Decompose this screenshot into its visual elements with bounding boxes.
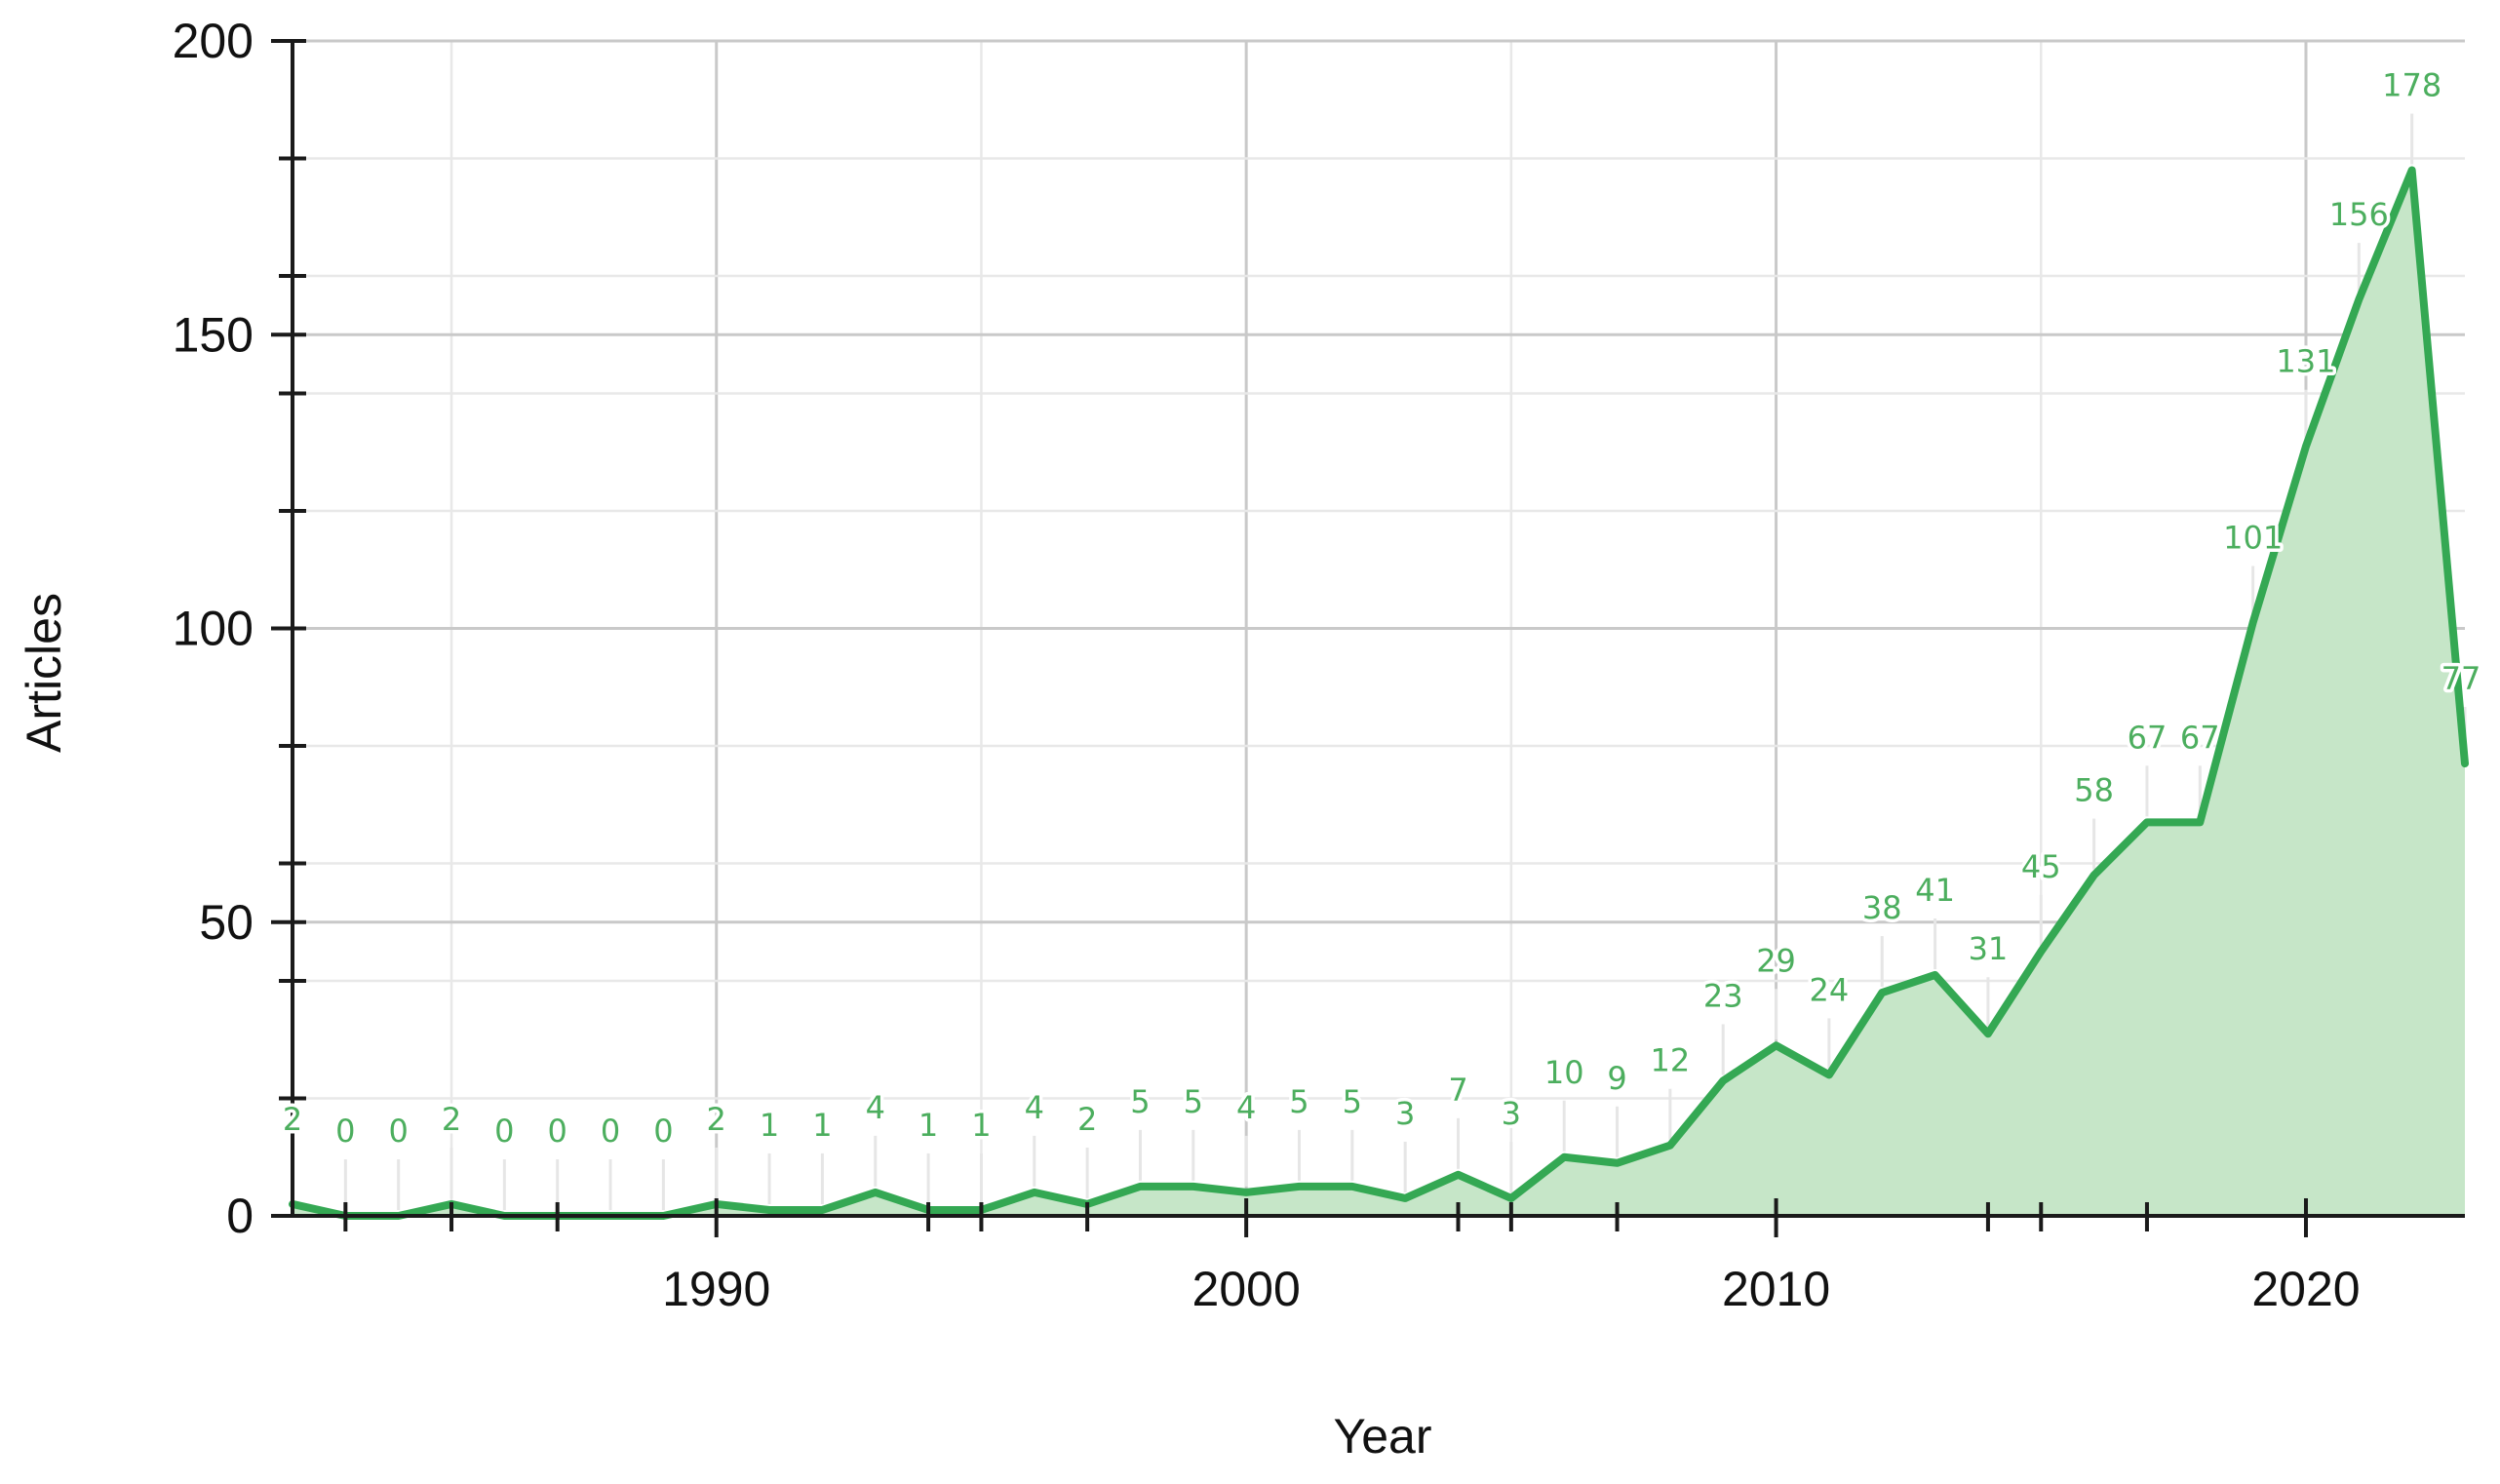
data-label: 0 <box>653 1113 673 1150</box>
data-label: 101 <box>2223 519 2283 556</box>
data-label: 1 <box>971 1107 991 1144</box>
x-tick-label: 2020 <box>2251 1262 2360 1316</box>
data-label: 0 <box>389 1113 409 1150</box>
x-tick-label: 1990 <box>662 1262 770 1316</box>
data-label: 2 <box>283 1101 302 1138</box>
y-tick-label: 50 <box>199 895 254 950</box>
series-area <box>293 170 2465 1216</box>
data-label: 2 <box>442 1101 461 1138</box>
data-label: 10 <box>1544 1054 1584 1091</box>
data-label: 24 <box>1810 971 1850 1008</box>
x-axis-title: Year <box>1333 1409 1431 1464</box>
data-label: 178 <box>2382 67 2441 104</box>
data-label: 3 <box>1395 1095 1415 1132</box>
data-label: 0 <box>335 1113 355 1150</box>
data-label: 0 <box>601 1113 620 1150</box>
data-label: 156 <box>2329 196 2389 233</box>
data-label: 67 <box>2128 719 2168 756</box>
data-label: 2 <box>1077 1101 1097 1138</box>
data-label: 1 <box>812 1107 832 1144</box>
data-label: 77 <box>2441 660 2481 697</box>
data-label: 4 <box>1025 1089 1044 1126</box>
data-label: 29 <box>1756 942 1796 979</box>
data-label: 41 <box>1915 872 1955 909</box>
data-label: 4 <box>866 1089 885 1126</box>
data-label: 5 <box>1289 1083 1309 1120</box>
data-label: 58 <box>2074 772 2114 809</box>
y-tick-label: 200 <box>173 14 254 68</box>
data-label: 9 <box>1607 1060 1626 1097</box>
y-tick-label: 100 <box>173 602 254 656</box>
data-label: 45 <box>2021 848 2061 885</box>
data-label: 12 <box>1651 1042 1691 1079</box>
data-label: 7 <box>1448 1072 1467 1109</box>
data-label: 5 <box>1343 1083 1362 1120</box>
data-label: 3 <box>1502 1095 1521 1132</box>
data-label: 4 <box>1236 1089 1256 1126</box>
data-label: 23 <box>1703 977 1743 1014</box>
y-axis-title: Articles <box>17 593 71 753</box>
x-tick-label: 2010 <box>1722 1262 1830 1316</box>
y-tick-label: 150 <box>173 307 254 362</box>
data-label: 2 <box>707 1101 726 1138</box>
data-label: 1 <box>760 1107 779 1144</box>
data-label: 5 <box>1130 1083 1150 1120</box>
data-label: 131 <box>2276 343 2335 380</box>
label-leaders <box>291 113 2467 1210</box>
data-label: 0 <box>548 1113 567 1150</box>
x-tick-label: 2000 <box>1192 1262 1301 1316</box>
data-label: 5 <box>1184 1083 1203 1120</box>
y-tick-label: 0 <box>226 1189 254 1243</box>
data-label: 31 <box>1969 930 2009 967</box>
data-label: 1 <box>918 1107 938 1144</box>
data-label: 67 <box>2180 719 2220 756</box>
data-label: 38 <box>1862 889 1902 926</box>
area-fill-group <box>293 170 2465 1216</box>
data-label: 0 <box>494 1113 514 1150</box>
